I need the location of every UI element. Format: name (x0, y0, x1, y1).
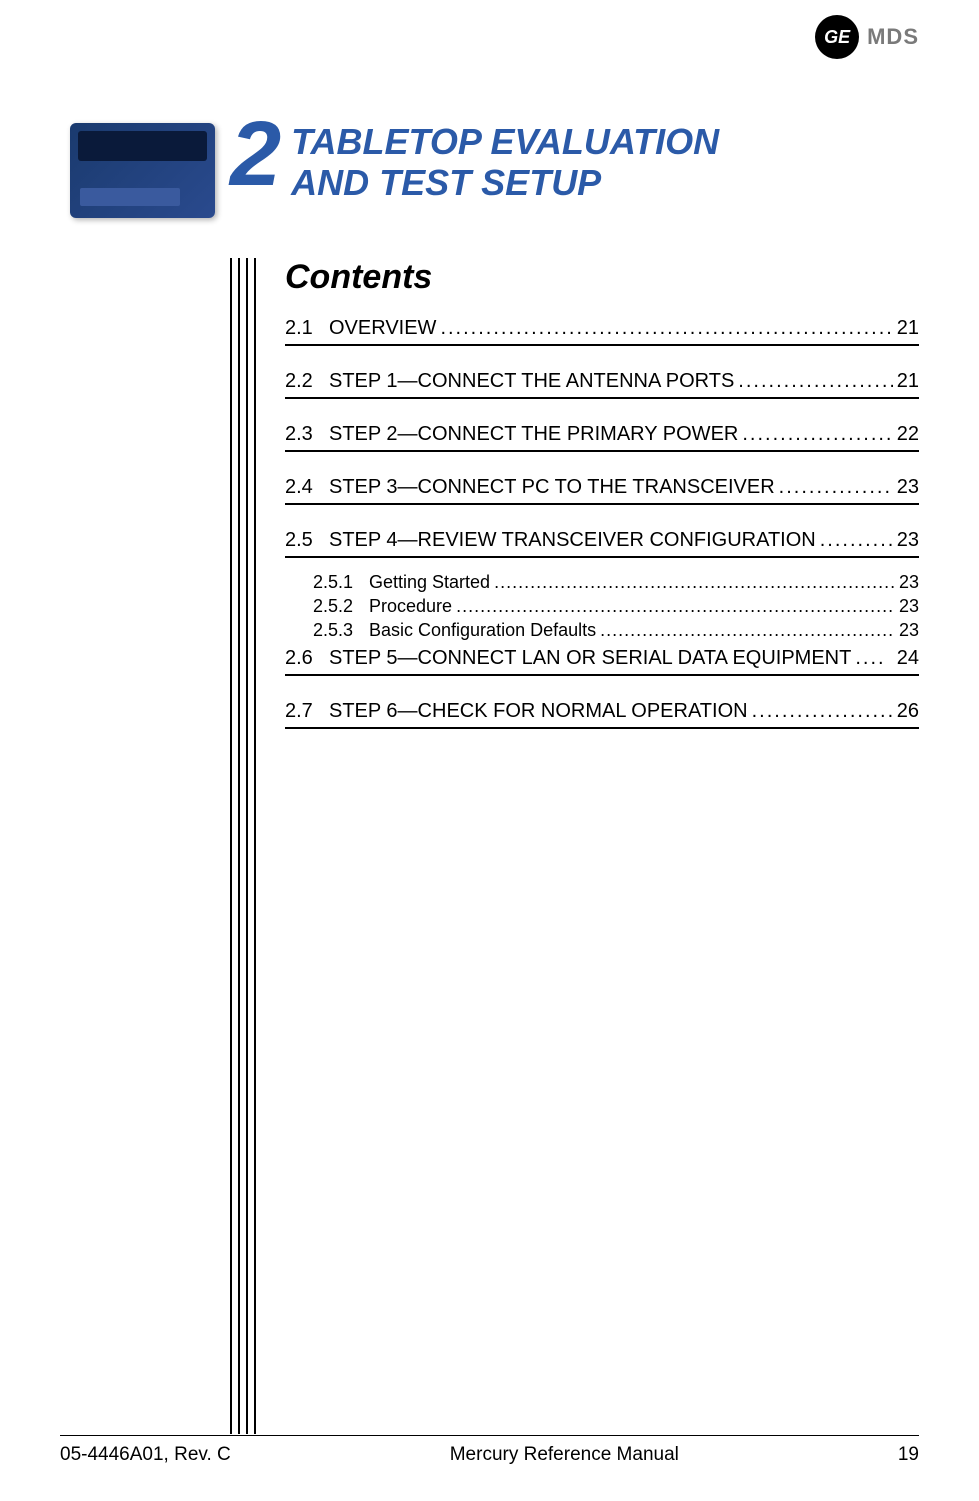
toc-dots: .................. (779, 476, 893, 499)
toc-num: 2.4 (285, 476, 329, 499)
toc-num: 2.5 (285, 529, 329, 552)
toc-num: 2.7 (285, 700, 329, 723)
toc-sub-label: Getting Started (369, 572, 490, 593)
mds-logo-text: MDS (867, 24, 919, 50)
toc-sub-entry: 2.5.2 Procedure ........................… (313, 596, 919, 617)
toc-dots: ........... (820, 529, 893, 552)
toc-entry: 2.6 STEP 5—CONNECT LAN OR SERIAL DATA EQ… (285, 647, 919, 676)
chapter-title-line2: AND TEST SETUP (291, 162, 601, 203)
toc-num: 2.1 (285, 317, 329, 340)
toc-dots: ....................... (752, 700, 893, 723)
toc-entry: 2.1 OVERVIEW ...........................… (285, 317, 919, 346)
toc-page: 21 (897, 370, 919, 393)
toc-dots: .... (855, 647, 892, 670)
toc-entry: 2.2 STEP 1—CONNECT THE ANTENNA PORTS ...… (285, 370, 919, 399)
chapter-header: 2 TABLETOP EVALUATION AND TEST SETUP (70, 115, 919, 218)
page-footer: 05-4446A01, Rev. C Mercury Reference Man… (60, 1435, 919, 1466)
toc-sub-label: Basic Configuration Defaults (369, 620, 596, 641)
toc-dots: ......................... (742, 423, 892, 446)
toc-entry: 2.7 STEP 6—CHECK FOR NORMAL OPERATION ..… (285, 700, 919, 729)
ge-logo-text: GE (824, 27, 850, 48)
toc-entry: 2.3 STEP 2—CONNECT THE PRIMARY POWER ...… (285, 423, 919, 452)
toc-dots: ........................................… (494, 572, 895, 593)
toc-sub-page: 23 (899, 620, 919, 641)
toc-label: STEP 2—CONNECT THE PRIMARY POWER (329, 423, 738, 446)
toc-sub-num: 2.5.2 (313, 596, 369, 617)
toc-page: 23 (897, 529, 919, 552)
toc-sub-label: Procedure (369, 596, 452, 617)
toc-num: 2.3 (285, 423, 329, 446)
footer-right: 19 (898, 1444, 919, 1466)
toc-num: 2.2 (285, 370, 329, 393)
footer-center: Mercury Reference Manual (450, 1444, 679, 1466)
toc-sub-entry: 2.5.1 Getting Started ..................… (313, 572, 919, 593)
toc-dots: ........................................… (600, 620, 895, 641)
contents-heading: Contents (285, 258, 919, 297)
device-image (70, 123, 215, 218)
decorative-vertical-lines (230, 258, 260, 1434)
toc-page: 22 (897, 423, 919, 446)
header-logo: GE MDS (815, 15, 919, 59)
page: GE MDS 2 TABLETOP EVALUATION AND TEST SE… (0, 0, 979, 1501)
footer-left: 05-4446A01, Rev. C (60, 1444, 231, 1466)
toc-sub-group: 2.5.1 Getting Started ..................… (285, 572, 919, 641)
chapter-number: 2 (230, 115, 281, 193)
chapter-title-line1: TABLETOP EVALUATION (291, 121, 719, 162)
toc-page: 26 (897, 700, 919, 723)
toc-label: STEP 4—REVIEW TRANSCEIVER CONFIGURATION (329, 529, 816, 552)
toc-label: OVERVIEW (329, 317, 436, 340)
toc-num: 2.6 (285, 647, 329, 670)
contents-body: Contents 2.1 OVERVIEW ..................… (285, 258, 919, 729)
toc-dots: ........................................… (440, 317, 892, 340)
toc-dots: ........................................… (456, 596, 895, 617)
toc-dots: ......................... (738, 370, 892, 393)
toc-entry: 2.5 STEP 4—REVIEW TRANSCEIVER CONFIGURAT… (285, 529, 919, 558)
chapter-title: TABLETOP EVALUATION AND TEST SETUP (291, 121, 719, 204)
toc-sub-num: 2.5.1 (313, 572, 369, 593)
toc-entry: 2.4 STEP 3—CONNECT PC TO THE TRANSCEIVER… (285, 476, 919, 505)
toc-page: 23 (897, 476, 919, 499)
toc-page: 21 (897, 317, 919, 340)
toc-label: STEP 3—CONNECT PC TO THE TRANSCEIVER (329, 476, 775, 499)
toc-sub-num: 2.5.3 (313, 620, 369, 641)
toc-label: STEP 5—CONNECT LAN OR SERIAL DATA EQUIPM… (329, 647, 851, 670)
toc-sub-page: 23 (899, 572, 919, 593)
ge-logo-icon: GE (815, 15, 859, 59)
toc-page: 24 (897, 647, 919, 670)
toc-sub-entry: 2.5.3 Basic Configuration Defaults .....… (313, 620, 919, 641)
toc-label: STEP 6—CHECK FOR NORMAL OPERATION (329, 700, 748, 723)
contents-area: Contents 2.1 OVERVIEW ..................… (230, 258, 919, 729)
toc-label: STEP 1—CONNECT THE ANTENNA PORTS (329, 370, 734, 393)
toc-sub-page: 23 (899, 596, 919, 617)
